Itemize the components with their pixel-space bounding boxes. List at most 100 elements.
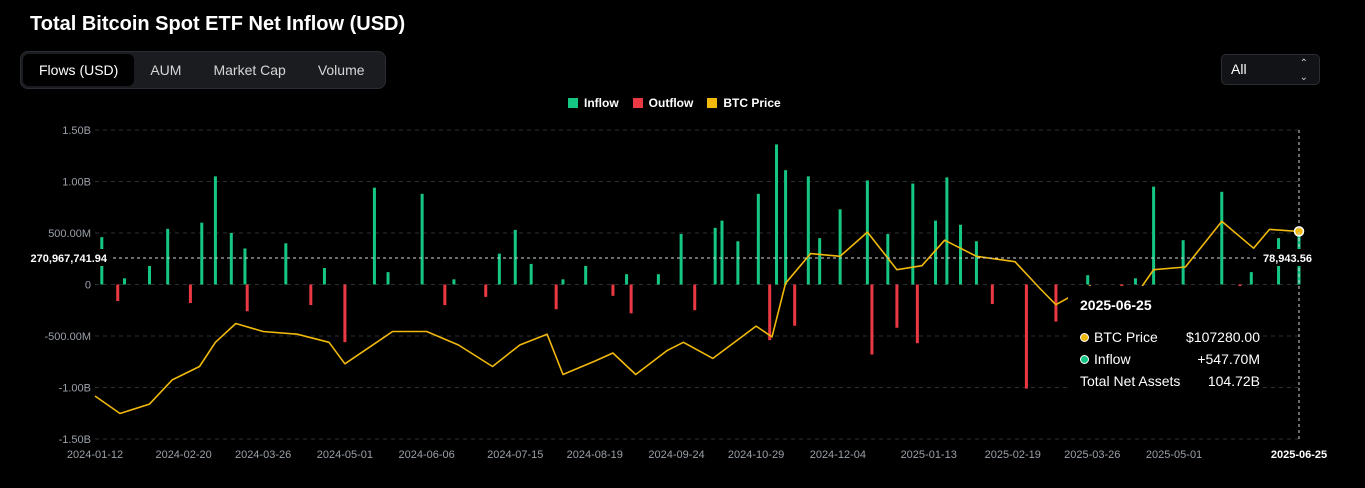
outflow-bar	[915, 284, 919, 344]
inflow-bar	[386, 272, 390, 285]
inflow-bar	[322, 268, 326, 285]
inflow-bar	[934, 220, 938, 285]
tooltip-row-price: BTC Price $107280.00	[1080, 329, 1260, 345]
x-tick-label: 2024-06-06	[399, 449, 455, 461]
inflow-bar	[1133, 278, 1137, 285]
inflow-bar	[838, 209, 842, 285]
inflow-bar	[561, 279, 565, 285]
tooltip-value: +547.70M	[1197, 351, 1260, 367]
inflow-bar	[679, 234, 683, 285]
outflow-bar	[1024, 284, 1028, 389]
inflow-bar	[959, 224, 963, 285]
outflow-bar	[245, 284, 249, 312]
inflow-bar	[818, 238, 822, 285]
outflow-swatch	[632, 98, 643, 108]
x-tick-label: 2024-03-26	[235, 449, 291, 461]
y-tick-label: -1.50B	[59, 434, 91, 446]
x-tick-label: 2024-05-01	[317, 449, 373, 461]
inflow-bar	[945, 177, 949, 285]
crosshair-x-label: 2025-06-25	[1271, 449, 1327, 461]
inflow-bar	[756, 193, 760, 285]
legend-label-inflow: Inflow	[584, 96, 619, 110]
y-tick-label: 500.00M	[48, 228, 91, 240]
outflow-bar	[188, 284, 192, 304]
outflow-bar	[484, 284, 488, 297]
x-tick-label: 2024-10-29	[728, 449, 784, 461]
chevron-updown-icon: ⌃ ⌄	[1299, 58, 1308, 83]
y-tick-label: 1.50B	[62, 125, 91, 137]
inflow-bar	[736, 241, 740, 285]
inflow-bar	[148, 265, 152, 285]
inflow-bar	[806, 176, 810, 285]
outflow-bar	[443, 284, 447, 306]
legend-item-btc-price[interactable]: BTC Price	[707, 96, 781, 110]
tab-market-cap[interactable]: Market Cap	[213, 62, 286, 78]
crosshair-y-label: 270,967,741.94	[31, 253, 108, 265]
tab-volume[interactable]: Volume	[317, 62, 365, 78]
outflow-bar	[870, 284, 874, 355]
x-tick-label: 2024-08-19	[567, 449, 623, 461]
range-select[interactable]: All ⌃ ⌄	[1221, 54, 1320, 85]
outflow-bar	[116, 284, 120, 301]
price-dot-icon	[1080, 332, 1089, 342]
chart-legend: Inflow Outflow BTC Price	[568, 96, 781, 110]
y-tick-label: 0	[85, 280, 91, 292]
tooltip-label: Total Net Assets	[1080, 373, 1181, 389]
inflow-bar	[775, 144, 779, 285]
inflow-bar	[166, 228, 170, 285]
legend-label-outflow: Outflow	[648, 96, 694, 110]
outflow-bar	[990, 284, 994, 305]
metric-tabs: Flows (USD) AUM Market Cap Volume	[20, 51, 386, 89]
inflow-bar	[1152, 186, 1156, 285]
inflow-bar	[784, 170, 788, 285]
inflow-swatch	[568, 98, 578, 108]
x-tick-label: 2025-02-19	[985, 449, 1041, 461]
tooltip-label: BTC Price	[1094, 329, 1158, 345]
legend-item-inflow[interactable]: Inflow	[568, 96, 619, 110]
inflow-bar	[911, 183, 915, 285]
tooltip-value: 104.72B	[1207, 373, 1260, 389]
x-tick-label: 2025-05-01	[1146, 449, 1202, 461]
y-tick-label: -500.00M	[45, 331, 91, 343]
price-swatch	[707, 98, 718, 108]
crosshair-right-label: 78,943.56	[1263, 253, 1312, 265]
x-tick-label: 2024-12-04	[810, 449, 866, 461]
x-tick-label: 2024-01-12	[67, 449, 123, 461]
legend-label-btc-price: BTC Price	[723, 96, 781, 110]
inflow-bar	[420, 193, 424, 285]
outflow-bar	[793, 284, 797, 326]
inflow-bar	[625, 274, 629, 285]
outflow-bar	[895, 284, 899, 328]
chart-tooltip: 2025-06-25 BTC Price $107280.00 Inflow +…	[1068, 286, 1260, 404]
x-tick-label: 2025-03-26	[1064, 449, 1120, 461]
inflow-bar	[372, 187, 376, 285]
tab-aum[interactable]: AUM	[150, 62, 182, 78]
page-title: Total Bitcoin Spot ETF Net Inflow (USD)	[30, 13, 406, 35]
inflow-bar	[1086, 275, 1090, 285]
outflow-bar	[693, 284, 697, 311]
inflow-bar	[1220, 191, 1224, 285]
tooltip-value: $107280.00	[1186, 329, 1260, 345]
inflow-bar	[529, 263, 533, 285]
tab-flows[interactable]: Flows (USD)	[23, 54, 135, 86]
x-tick-label: 2024-07-15	[487, 449, 543, 461]
inflow-bar	[229, 233, 233, 285]
inflow-bar	[497, 253, 501, 285]
outflow-bar	[309, 284, 313, 306]
x-tick-label: 2025-01-13	[901, 449, 957, 461]
tooltip-label: Inflow	[1094, 351, 1131, 367]
x-tick-label: 2024-02-20	[155, 449, 211, 461]
tooltip-date: 2025-06-25	[1080, 297, 1152, 313]
inflow-bar	[284, 243, 288, 285]
inflow-bar	[713, 227, 717, 285]
outflow-bar	[768, 284, 772, 341]
legend-item-outflow[interactable]: Outflow	[632, 96, 694, 110]
inflow-bar	[656, 274, 660, 285]
inflow-bar	[1249, 272, 1253, 285]
outflow-bar	[629, 284, 633, 314]
outflow-bar	[343, 284, 347, 343]
inflow-dot-icon	[1080, 354, 1089, 364]
outflow-bar	[611, 284, 615, 296]
outflow-bar	[1054, 284, 1058, 322]
